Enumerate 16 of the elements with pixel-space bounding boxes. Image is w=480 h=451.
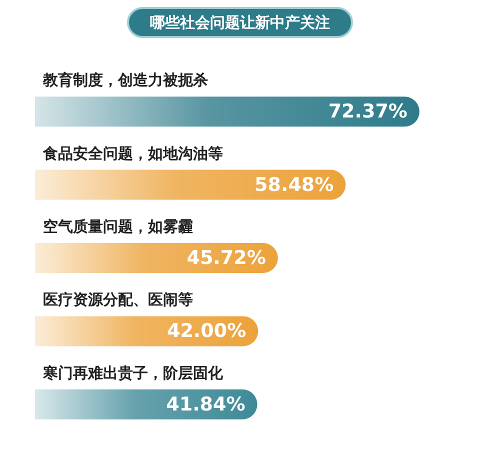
- data-label: 72.37%: [328, 100, 408, 123]
- y-tick-label: 教育制度，创造力被扼杀: [42, 71, 208, 90]
- bar: [35, 170, 346, 200]
- y-tick-label: 食品安全问题，如地沟油等: [42, 144, 223, 162]
- bar: [35, 389, 258, 420]
- bar: [35, 96, 420, 127]
- bar: [35, 316, 258, 346]
- data-label: 45.72%: [186, 247, 266, 269]
- bar: [35, 243, 278, 273]
- y-tick-label: 空气质量问题，如雾霾: [43, 218, 193, 236]
- data-label: 58.48%: [254, 174, 334, 196]
- y-tick-label: 医疗资源分配、医闹等: [43, 290, 193, 309]
- y-tick-label: 寒门再难出贵子，阶层固化: [42, 364, 224, 382]
- data-label: 41.84%: [166, 393, 246, 416]
- chart-title: 哪些社会问题让新中产关注: [150, 14, 330, 32]
- data-label: 42.00%: [166, 320, 246, 342]
